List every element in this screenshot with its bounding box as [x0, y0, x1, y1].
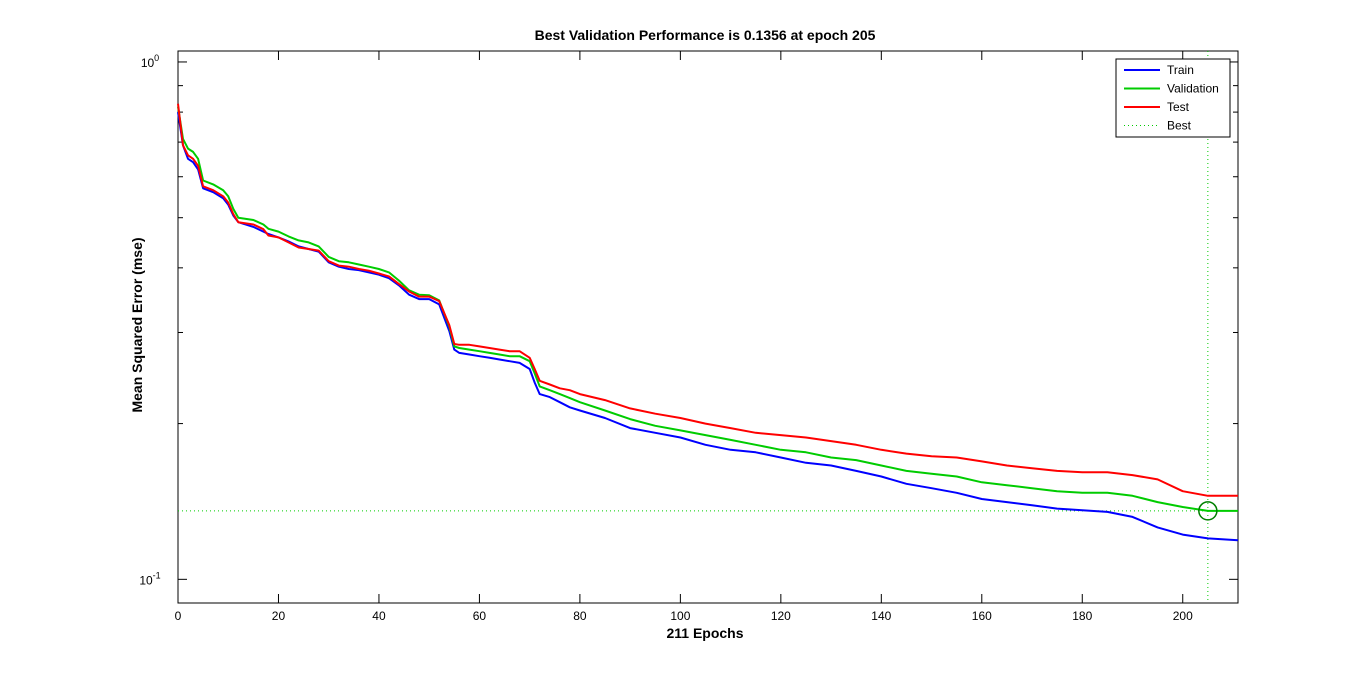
y-tick-label: 100 — [141, 53, 159, 70]
x-tick-label: 40 — [372, 609, 386, 623]
legend-label-test: Test — [1167, 100, 1190, 114]
series-validation-line — [177, 106, 1238, 512]
legend-box — [1115, 58, 1231, 138]
x-tick-label: 60 — [473, 609, 487, 623]
y-tick-label: 10-1 — [139, 570, 160, 587]
x-tick-label: 0 — [175, 609, 182, 623]
legend: Train Validation Test Best — [1115, 58, 1231, 138]
series-test-line — [177, 103, 1238, 497]
x-axis-label: 211 Epochs — [666, 625, 743, 641]
x-tick-label: 120 — [771, 609, 791, 623]
y-tick-base: 10 — [139, 573, 153, 587]
y-tick-exponent: 0 — [154, 53, 159, 63]
x-tick-label: 180 — [1072, 609, 1092, 623]
legend-label-validation: Validation — [1167, 82, 1219, 96]
x-tick-label: 20 — [272, 609, 286, 623]
x-tick-label: 140 — [871, 609, 891, 623]
x-tick-label: 80 — [573, 609, 587, 623]
legend-label-best: Best — [1167, 119, 1192, 133]
y-tick-exponent: -1 — [153, 570, 161, 580]
plot-area — [177, 50, 1239, 604]
series-train-line — [177, 111, 1239, 542]
axes-box — [177, 50, 1239, 604]
x-tick-label: 200 — [1173, 609, 1193, 623]
chart-title: Best Validation Performance is 0.1356 at… — [535, 27, 876, 43]
y-tick-base: 10 — [141, 56, 155, 70]
best-point-marker — [1198, 501, 1218, 521]
y-axis-label: Mean Squared Error (mse) — [129, 237, 145, 412]
x-ticks: 0 20 40 60 80 100 120 140 160 180 200 — [175, 51, 1193, 623]
x-tick-label: 100 — [670, 609, 690, 623]
legend-label-train: Train — [1167, 63, 1194, 77]
x-tick-label: 160 — [972, 609, 992, 623]
